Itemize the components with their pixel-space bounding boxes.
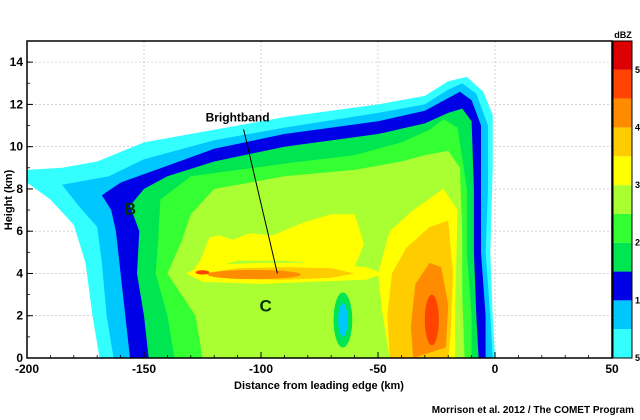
contour-50-band (195, 270, 210, 275)
y-tick-label: 10 (10, 140, 24, 154)
y-tick-label: 14 (10, 55, 24, 69)
x-axis: -200 -150 -100 -50 0 50 (15, 352, 619, 376)
y-axis-label: Height (km) (3, 169, 15, 230)
y-tick-label: 0 (16, 351, 23, 365)
colorbar-swatch (613, 329, 632, 358)
colorbar-tick-label: 45 (635, 122, 640, 132)
reflectivity-field (27, 76, 495, 358)
colorbar-swatch (613, 156, 632, 186)
annotations: Brightband B C (124, 110, 278, 316)
label-b: B (124, 199, 136, 218)
x-axis-label: Distance from leading edge (km) (234, 380, 404, 392)
x-tick-label: -150 (132, 362, 156, 376)
label-c: C (260, 297, 272, 316)
colorbar: dBZ 5 15 25 35 45 55 (612, 30, 640, 363)
credit-text: Morrison et al. 2012 / The COMET Program (431, 405, 634, 416)
x-tick-label: 50 (605, 362, 619, 376)
y-tick-label: 6 (16, 224, 23, 238)
colorbar-swatch (613, 242, 632, 272)
colorbar-swatch (613, 41, 632, 70)
colorbar-tick-label: 15 (635, 295, 640, 305)
colorbar-swatch (613, 69, 632, 99)
y-tick-label: 4 (16, 266, 23, 280)
colorbar-tick-label: 5 (635, 353, 640, 363)
y-tick-label: 8 (16, 182, 23, 196)
colorbar-frame (612, 40, 633, 359)
colorbar-swatch (613, 185, 632, 214)
colorbar-swatch (613, 300, 632, 330)
plot-frame (26, 40, 613, 359)
colorbar-swatch (613, 98, 632, 128)
y-tick-label: 12 (10, 97, 24, 111)
colorbar-swatch (613, 127, 632, 157)
colorbar-tick-label: 55 (635, 65, 640, 75)
colorbar-unit: dBZ (614, 30, 632, 40)
x-tick-label: -50 (369, 362, 387, 376)
colorbar-swatch (613, 213, 632, 243)
contour-50-core (424, 294, 439, 346)
x-tick-label: -100 (249, 362, 273, 376)
x-tick-label: -200 (15, 362, 39, 376)
y-tick-label: 2 (16, 309, 23, 323)
contour-10-pocket (338, 303, 348, 337)
y-axis: 0 2 4 6 8 10 12 14 (10, 40, 33, 365)
colorbar-tick-label: 25 (635, 238, 640, 248)
brightband-pointer (243, 129, 278, 274)
colorbar-swatch (613, 271, 632, 301)
brightband-label: Brightband (206, 110, 270, 124)
contour-45-band (207, 269, 301, 280)
x-tick-label: 0 (492, 362, 499, 376)
contour-35-upper (190, 214, 364, 274)
colorbar-tick-label: 35 (635, 180, 640, 190)
